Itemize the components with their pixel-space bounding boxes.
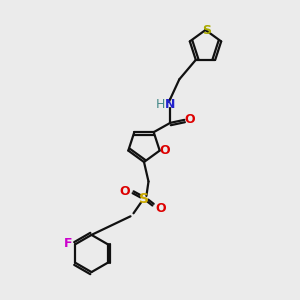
- Text: O: O: [119, 185, 130, 198]
- Text: H: H: [156, 98, 165, 111]
- Text: O: O: [160, 144, 170, 157]
- Text: F: F: [64, 237, 72, 250]
- Text: O: O: [184, 113, 195, 126]
- Text: O: O: [155, 202, 166, 215]
- Text: S: S: [139, 192, 149, 206]
- Text: N: N: [165, 98, 175, 111]
- Text: S: S: [202, 23, 211, 37]
